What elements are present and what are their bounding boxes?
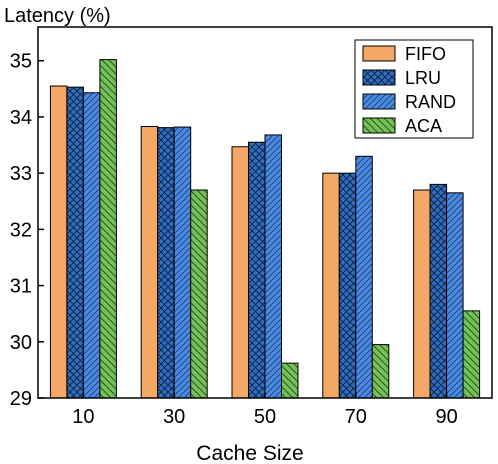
bar-rand-30 xyxy=(173,126,192,399)
bar-fifo-90 xyxy=(413,189,431,399)
legend-swatch-rand xyxy=(362,93,396,110)
x-tick-label: 50 xyxy=(254,406,276,428)
x-tick-label: 70 xyxy=(345,406,367,428)
y-tick-label: 31 xyxy=(10,276,32,298)
bar-rand-90 xyxy=(446,192,464,399)
bar-fifo-30 xyxy=(140,125,159,399)
y-tick-label: 34 xyxy=(10,107,32,129)
bar-rand-10 xyxy=(82,92,101,399)
x-tick-label: 90 xyxy=(435,406,457,428)
legend: FIFO LRU RAND ACA xyxy=(354,39,474,139)
legend-label-fifo: FIFO xyxy=(405,44,446,64)
bar-lru-90 xyxy=(429,183,448,399)
bar-rand-50 xyxy=(264,134,282,399)
bar-fifo-10 xyxy=(49,85,68,399)
x-axis-title: Cache Size xyxy=(196,442,303,464)
y-tick-label: 32 xyxy=(10,219,32,241)
bar-aca-50 xyxy=(281,362,299,399)
x-tick-label: 30 xyxy=(163,406,185,428)
y-axis-title: Latency (%) xyxy=(4,5,111,27)
y-tick-label: 29 xyxy=(10,388,32,410)
bar-fifo-50 xyxy=(231,146,249,399)
bar-lru-10 xyxy=(66,86,84,399)
legend-swatch-fifo xyxy=(362,45,396,62)
bar-aca-70 xyxy=(371,344,390,399)
legend-label-aca: ACA xyxy=(405,116,442,136)
y-tick-label: 30 xyxy=(10,332,32,354)
y-tick-label: 33 xyxy=(10,163,32,185)
legend-swatch-aca xyxy=(362,117,396,134)
bar-lru-70 xyxy=(338,172,357,399)
bar-lru-50 xyxy=(248,141,266,399)
bar-aca-30 xyxy=(190,189,208,399)
legend-swatch-lru xyxy=(362,69,396,86)
bar-aca-10 xyxy=(99,59,117,399)
bar-rand-70 xyxy=(355,155,373,399)
legend-label-rand: RAND xyxy=(405,92,456,112)
legend-label-lru: LRU xyxy=(405,68,441,88)
bar-fifo-70 xyxy=(322,172,340,399)
y-tick-label: 35 xyxy=(10,51,32,73)
bar-lru-30 xyxy=(157,127,175,399)
bar-aca-90 xyxy=(462,310,481,399)
x-tick-label: 10 xyxy=(72,406,94,428)
